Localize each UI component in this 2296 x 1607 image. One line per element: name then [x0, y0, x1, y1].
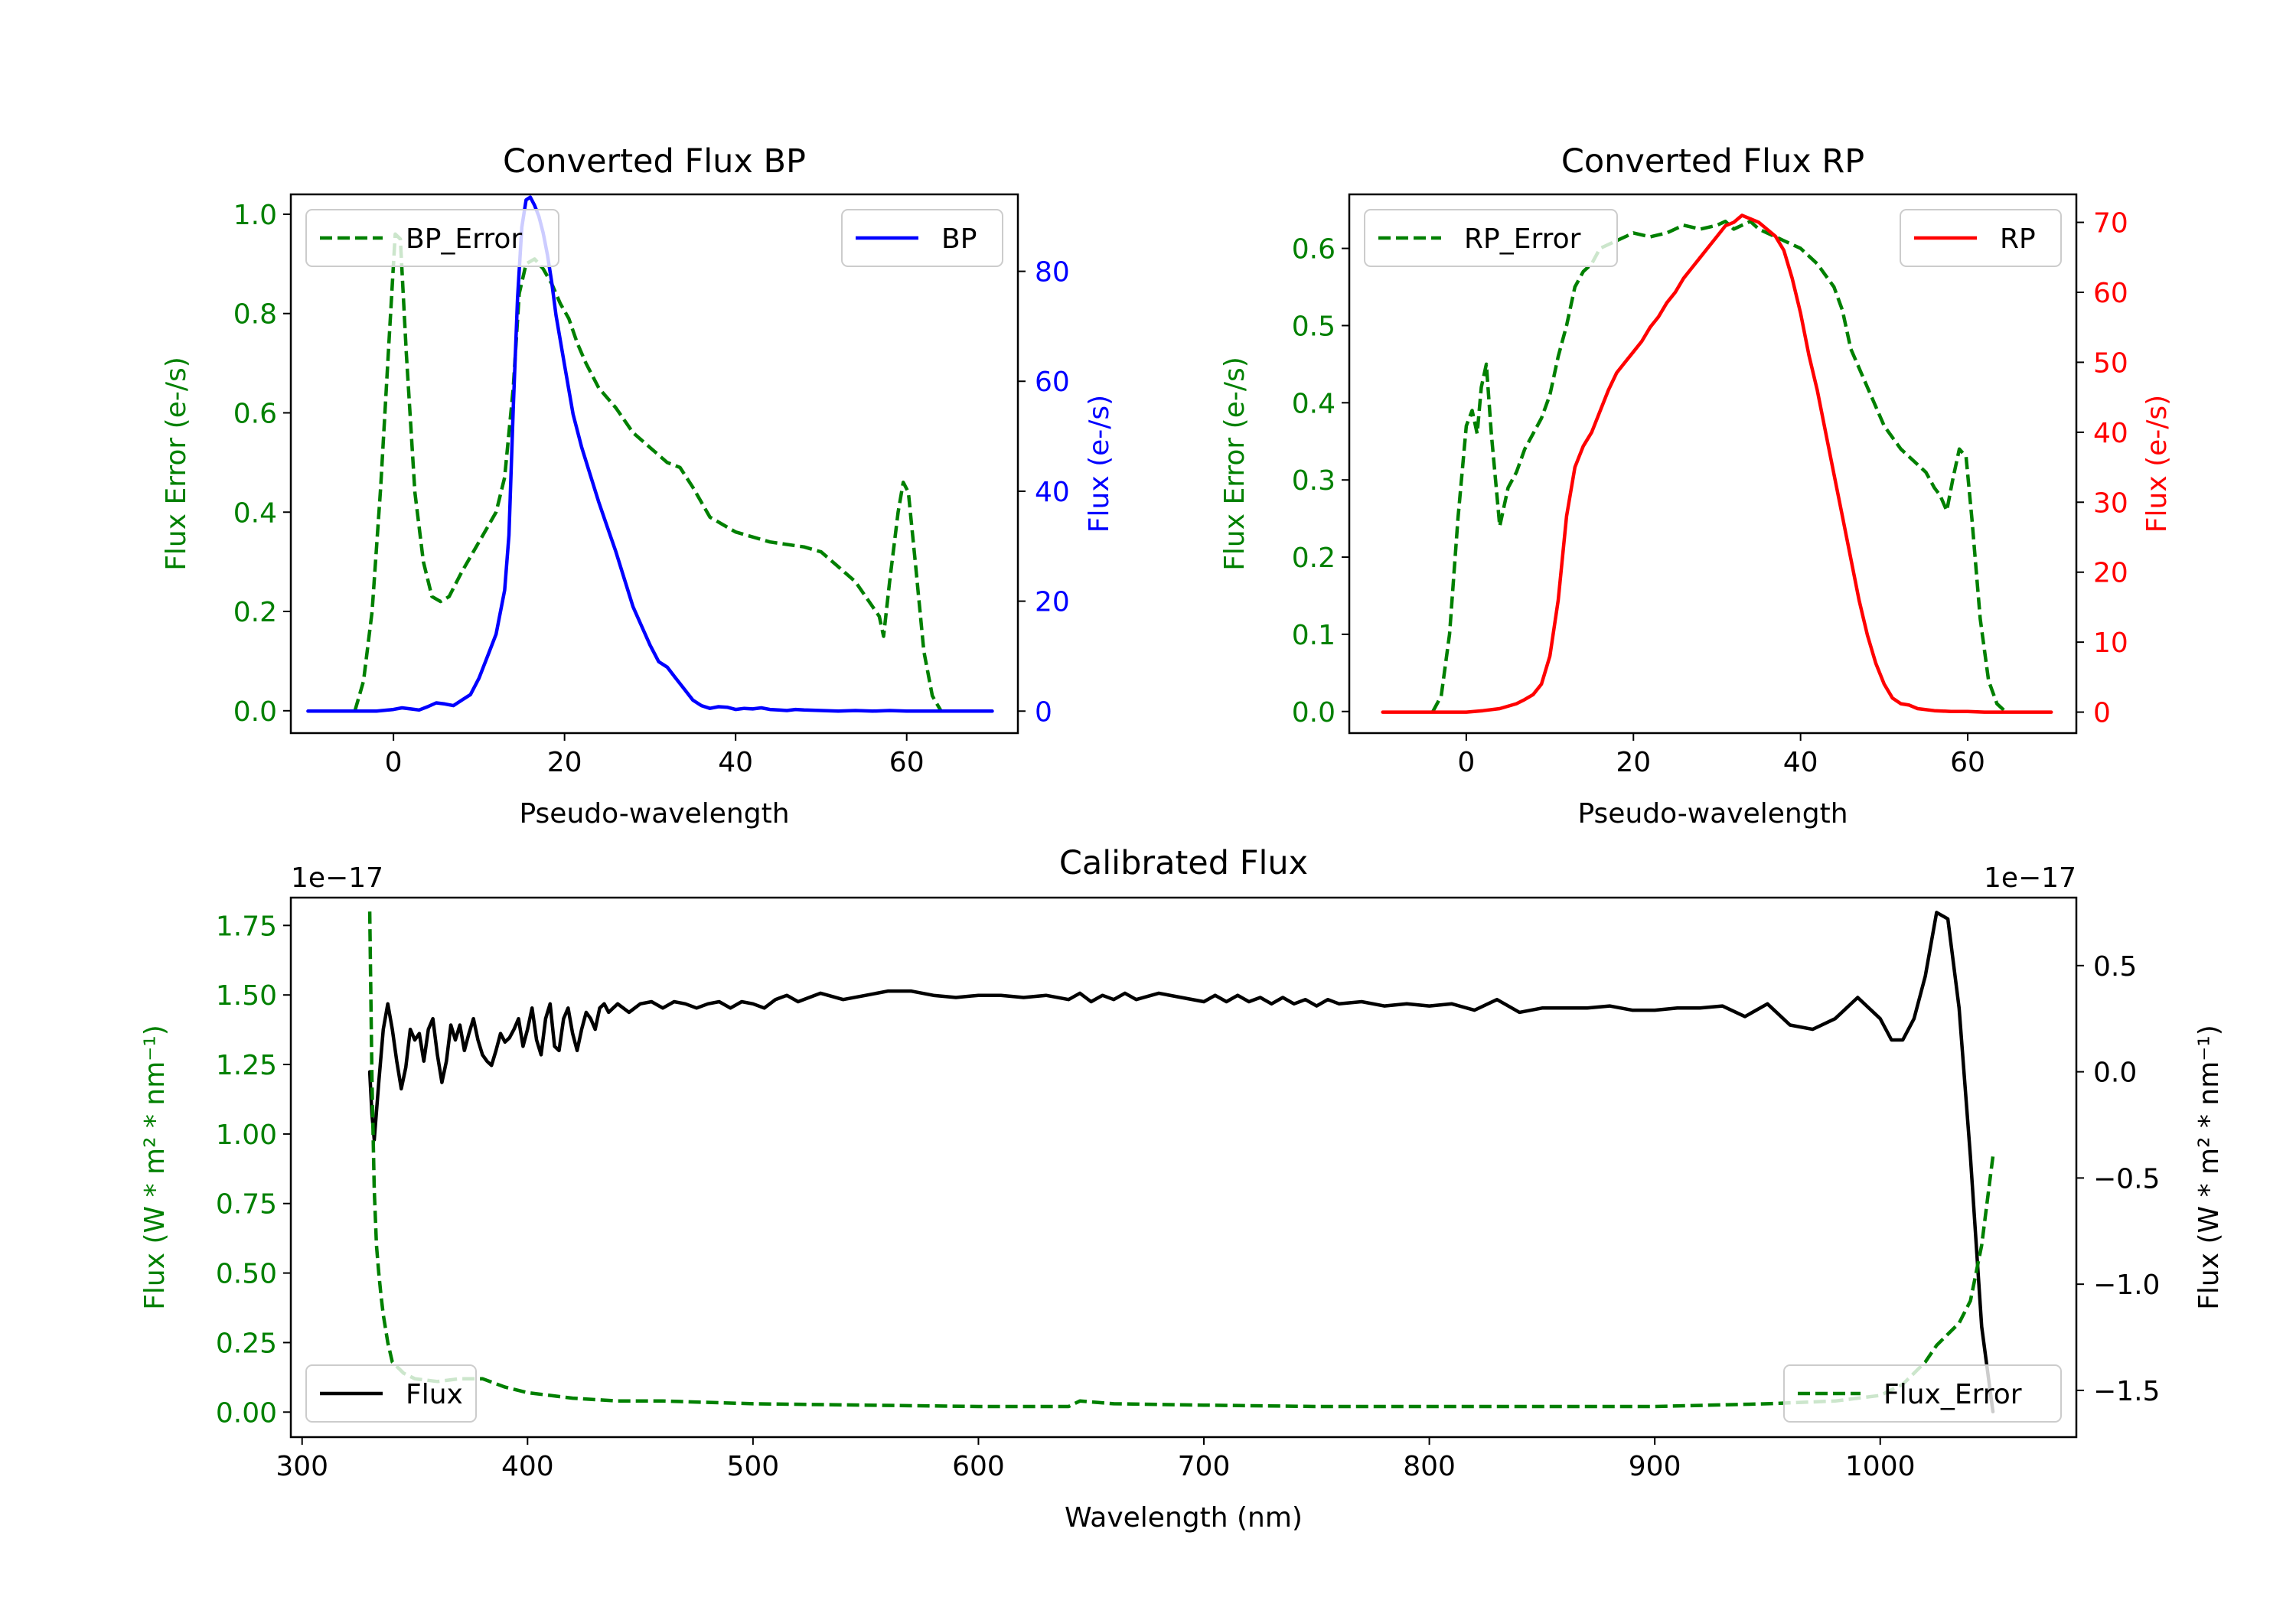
x-tick-label: 20	[547, 747, 582, 778]
x-tick-label: 0	[1457, 747, 1475, 778]
x-tick-label: 800	[1403, 1451, 1456, 1482]
series-line-bp	[306, 195, 994, 713]
right-y-tick-label: 40	[2093, 418, 2128, 449]
x-tick-label: 600	[952, 1451, 1005, 1482]
left-y-tick-label: 0.3	[1292, 465, 1336, 497]
left-y-tick-label: 0.00	[216, 1397, 277, 1429]
right-y-tick-label: 20	[1035, 587, 1070, 618]
left-y-axis-label: Flux Error (e-/s)	[161, 357, 192, 571]
right-y-tick-label: 0.0	[2093, 1058, 2137, 1089]
legend-label: BP	[941, 223, 977, 255]
left-y-tick-label: 1.25	[216, 1050, 277, 1081]
legend-rp: RP	[1900, 209, 2062, 267]
right-y-axis-label: Flux (W * m² * nm⁻¹)	[2193, 1025, 2225, 1310]
x-tick-label: 400	[501, 1451, 554, 1482]
series-line-flux	[367, 911, 1995, 1413]
left-y-tick-label: 0.75	[216, 1189, 277, 1221]
left-y-tick-label: 1.75	[216, 911, 277, 942]
series-line-rp-error	[1431, 220, 2007, 713]
calibrated-flux-chart-panel: 300 400 500 600 700 800 900 1000 0.00 0.25 0.50 0.7…	[139, 844, 2225, 1534]
legend-bp-error: BP_Error	[305, 209, 559, 267]
x-tick-label: 900	[1629, 1451, 1681, 1482]
axes-frame	[289, 193, 1019, 735]
right-y-tick-label: 50	[2093, 347, 2128, 379]
right-y-tick-label: −1.5	[2093, 1376, 2160, 1407]
series-line-rp	[1381, 214, 2053, 714]
legend-label: RP	[2000, 223, 2036, 255]
left-y-tick-label: 0.2	[1292, 543, 1336, 574]
x-tick-label: 40	[718, 747, 753, 778]
left-y-tick-label: 0.0	[1292, 697, 1336, 729]
x-axis-label: Pseudo-wavelength	[519, 798, 789, 830]
bp-chart-panel: 0 20 40 60 0.0 0.2 0.4 0.6 0.8 1.0 0 20 40 60 80 Conver…	[161, 142, 1115, 830]
left-y-tick-label: 1.00	[216, 1120, 277, 1151]
x-tick-label: 700	[1178, 1451, 1231, 1482]
right-y-tick-label: −0.5	[2093, 1163, 2160, 1195]
left-y-tick-label: 0.5	[1292, 311, 1336, 342]
right-y-tick-label: −1.0	[2093, 1270, 2160, 1301]
x-tick-label: 0	[385, 747, 403, 778]
legend-label: Flux_Error	[1883, 1379, 2022, 1410]
x-tick-label: 300	[276, 1451, 328, 1482]
left-axis-offset-text: 1e−17	[291, 862, 383, 894]
right-y-tick-label: 40	[1035, 477, 1070, 508]
left-y-tick-label: 0.8	[233, 299, 277, 331]
right-y-tick-label: 10	[2093, 627, 2128, 659]
left-y-tick-label: 0.25	[216, 1328, 277, 1359]
x-tick-label: 40	[1783, 747, 1818, 778]
left-y-tick-label: 0.0	[233, 696, 277, 728]
legend-flux: Flux	[305, 1364, 477, 1423]
rp-chart-panel: 0 20 40 60 0.0 0.1 0.2 0.3 0.4 0.5 0.6 0 10 20 30 40 50 6…	[1219, 142, 2173, 830]
right-y-tick-label: 0.5	[2093, 951, 2137, 983]
legend-rp-error: RP_Error	[1364, 209, 1618, 267]
right-y-tick-label: 80	[1035, 257, 1070, 288]
left-y-axis-label: Flux (W * m² * nm⁻¹)	[139, 1025, 171, 1310]
right-y-tick-label: 20	[2093, 558, 2128, 589]
right-y-tick-label: 60	[1035, 367, 1070, 398]
axes-frame	[289, 896, 2078, 1439]
series-line-bp-error	[353, 232, 943, 712]
x-axis-label: Wavelength (nm)	[1065, 1502, 1303, 1534]
chart-title: Converted Flux BP	[503, 142, 806, 181]
legend-label: RP_Error	[1464, 223, 1581, 255]
x-tick-label: 60	[1950, 747, 1985, 778]
legend-bp: BP	[841, 209, 1003, 267]
x-tick-label: 500	[727, 1451, 780, 1482]
left-y-tick-label: 1.50	[216, 980, 277, 1012]
left-y-tick-label: 1.0	[233, 200, 277, 231]
right-y-tick-label: 0	[1035, 696, 1052, 728]
right-y-axis-label: Flux (e-/s)	[1084, 395, 1115, 533]
right-axis-offset-text: 1e−17	[1984, 862, 2076, 894]
x-tick-label: 60	[889, 747, 925, 778]
left-y-tick-label: 0.1	[1292, 620, 1336, 651]
left-y-tick-label: 0.50	[216, 1259, 277, 1290]
right-y-tick-label: 0	[2093, 698, 2111, 729]
chart-title: Converted Flux RP	[1561, 142, 1864, 181]
x-axis-label: Pseudo-wavelength	[1577, 798, 1848, 830]
left-y-axis-label: Flux Error (e-/s)	[1219, 357, 1251, 571]
left-y-tick-label: 0.6	[233, 398, 277, 429]
legend-label: Flux	[406, 1379, 463, 1410]
chart-title: Calibrated Flux	[1059, 844, 1308, 882]
right-y-axis-label: Flux (e-/s)	[2141, 395, 2173, 533]
left-y-tick-label: 0.6	[1292, 234, 1336, 266]
legend-label: BP_Error	[406, 223, 522, 255]
legend-flux-error: Flux_Error	[1783, 1364, 2062, 1423]
x-tick-label: 20	[1616, 747, 1651, 778]
right-y-tick-label: 60	[2093, 278, 2128, 309]
axes-frame	[1348, 193, 2078, 735]
right-y-tick-label: 30	[2093, 487, 2128, 519]
left-y-tick-label: 0.2	[233, 597, 277, 628]
x-tick-label: 1000	[1845, 1451, 1916, 1482]
right-y-tick-label: 70	[2093, 208, 2128, 240]
left-y-tick-label: 0.4	[233, 497, 277, 529]
left-y-tick-label: 0.4	[1292, 388, 1336, 419]
